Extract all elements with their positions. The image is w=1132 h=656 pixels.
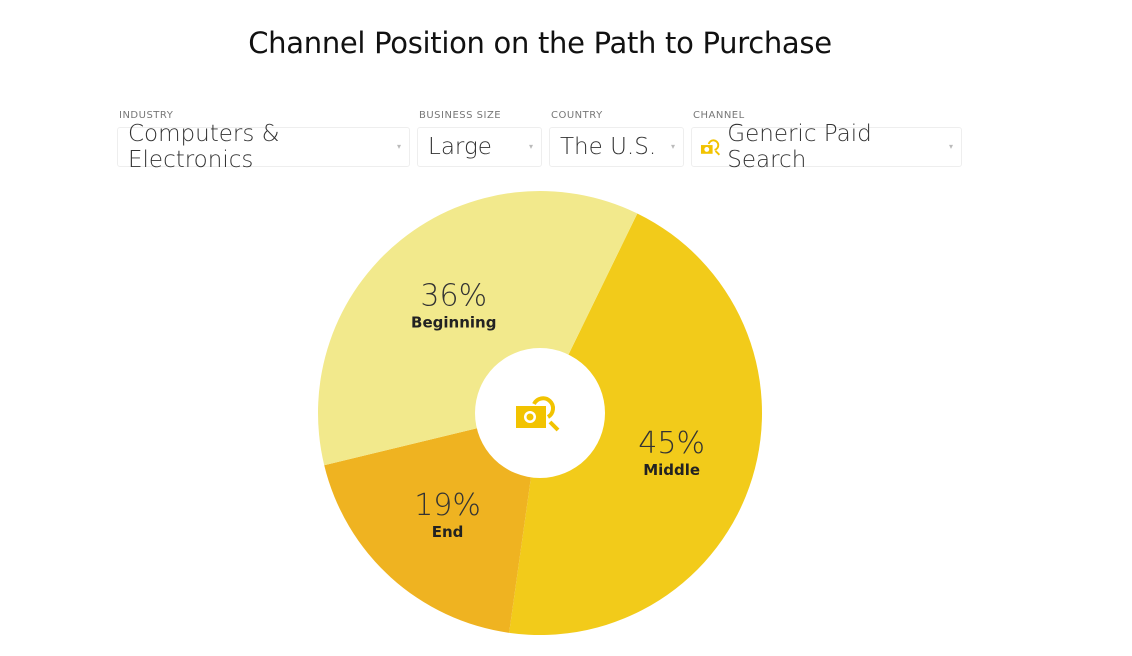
- business-size-select[interactable]: Large ▾: [417, 127, 542, 167]
- channel-filter: CHANNEL Generic Paid Search ▾: [691, 110, 962, 173]
- channel-select[interactable]: Generic Paid Search ▾: [691, 121, 962, 173]
- slice-category-label: Beginning: [411, 314, 496, 332]
- channel-label: CHANNEL: [693, 110, 745, 121]
- business-size-filter: BUSINESS SIZE Large ▾: [417, 110, 542, 167]
- chevron-down-icon: ▾: [670, 142, 675, 151]
- slice-percent-label: 36%: [420, 279, 487, 314]
- channel-value: Generic Paid Search: [727, 121, 872, 173]
- chart-title: Channel Position on the Path to Purchase: [248, 26, 832, 60]
- business-size-label: BUSINESS SIZE: [419, 110, 502, 121]
- country-value: The U.S.: [560, 134, 657, 160]
- country-filter: COUNTRY The U.S. ▾: [549, 110, 684, 167]
- paid-search-icon: [516, 396, 560, 432]
- country-select[interactable]: The U.S. ▾: [549, 127, 684, 167]
- country-label: COUNTRY: [551, 110, 603, 121]
- industry-filter: INDUSTRY Computers & Electronics ▾: [117, 110, 410, 173]
- industry-select[interactable]: Computers & Electronics ▾: [117, 121, 410, 173]
- pie-slice-end[interactable]: [324, 413, 540, 633]
- industry-label: INDUSTRY: [119, 110, 174, 121]
- slice-percent-label: 45%: [638, 426, 705, 461]
- slice-category-label: Middle: [643, 461, 700, 479]
- pie-slice-middle[interactable]: [509, 213, 763, 636]
- pie-slice-beginning[interactable]: [318, 190, 638, 466]
- chevron-down-icon: ▾: [528, 142, 533, 151]
- chevron-down-icon: ▾: [396, 142, 401, 151]
- paid-search-icon: [700, 139, 721, 156]
- industry-value: Computers & Electronics: [128, 121, 280, 173]
- business-size-value: Large: [428, 134, 492, 160]
- slice-category-label: End: [432, 523, 464, 541]
- slice-percent-label: 19%: [414, 488, 481, 523]
- chevron-down-icon: ▾: [948, 142, 953, 151]
